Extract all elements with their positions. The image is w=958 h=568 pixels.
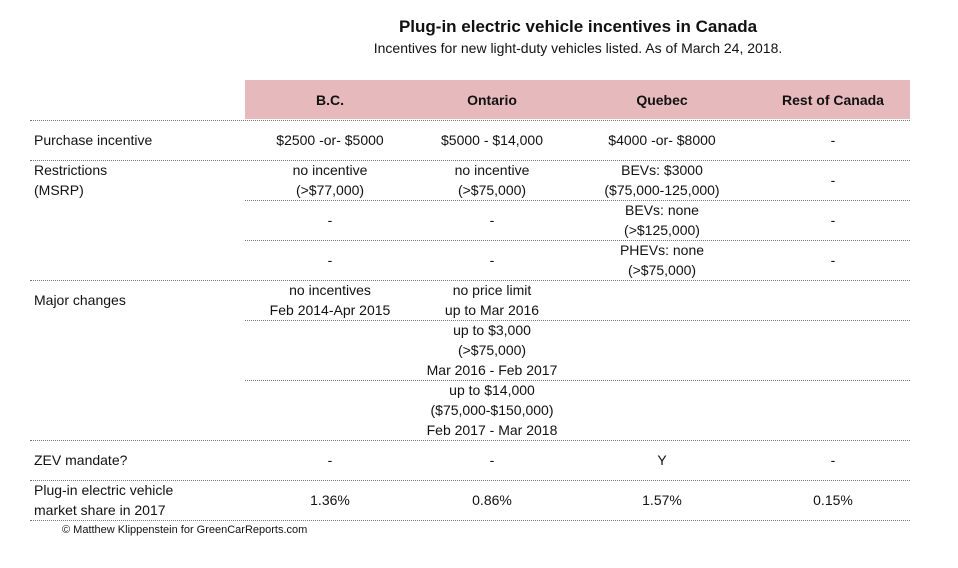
column-header: Rest of Canada [782,92,884,108]
cell-text: (>$75,000) [627,262,697,278]
row-label: Purchase incentive [34,132,153,148]
cell-text: (>$77,000) [295,182,365,198]
row-label: Major changes [34,292,126,308]
cell-text: no price limit [452,282,532,298]
cell-text: 0.86% [472,492,512,508]
cell-text: up to Mar 2016 [444,302,540,318]
cell-text: - [327,452,333,468]
row-rule [30,520,910,521]
header-rule [30,120,910,121]
subrow-rule [245,320,910,321]
column-header: Ontario [467,92,517,108]
cell-text: Mar 2016 - Feb 2017 [426,362,558,378]
header-band [245,80,910,119]
cell-text: Feb 2017 - Mar 2018 [426,422,558,438]
cell-text: no incentives [289,282,371,298]
cell-text: no incentive [292,162,368,178]
cell-text: (>$75,000) [457,342,527,358]
row-rule [30,440,910,441]
subtitle: Incentives for new light-duty vehicles l… [373,40,783,56]
column-header: Quebec [636,92,688,108]
cell-text: 1.57% [642,492,682,508]
cell-text: $2500 -or- $5000 [276,132,384,148]
cell-text: PHEVs: none [619,242,705,258]
cell-text: 1.36% [310,492,350,508]
row-rule [30,160,910,161]
cell-text: BEVs: $3000 [621,162,703,178]
subrow-rule [245,380,910,381]
cell-text: - [830,132,836,148]
cell-text: - [327,252,333,268]
cell-text: - [327,212,333,228]
cell-text: ($75,000-$150,000) [430,402,554,418]
cell-text: (>$75,000) [457,182,527,198]
row-label: Restrictions [34,162,108,178]
cell-text: $5000 - $14,000 [441,132,543,148]
cell-text: - [830,212,836,228]
cell-text: no incentive [454,162,530,178]
cell-text: - [830,252,836,268]
cell-text: - [830,172,836,188]
cell-text: ($75,000-125,000) [604,182,720,198]
row-label: ZEV mandate? [34,452,128,468]
cell-text: - [489,212,495,228]
cell-text: up to $3,000 [453,322,531,338]
row-label: (MSRP) [34,182,84,198]
cell-text: up to $14,000 [449,382,535,398]
subrow-rule [245,240,910,241]
cell-text: - [489,252,495,268]
credit: © Matthew Klippenstein for GreenCarRepor… [62,524,308,536]
cell-text: BEVs: none [625,202,699,218]
cell-text: - [489,452,495,468]
row-label: Plug-in electric vehicle [34,482,174,498]
cell-text: Feb 2014-Apr 2015 [269,302,391,318]
cell-text: - [830,452,836,468]
cell-text: $4000 -or- $8000 [608,132,716,148]
row-rule [30,280,910,281]
row-label: market share in 2017 [34,502,166,518]
row-rule [30,480,910,481]
cell-text: Y [657,452,667,468]
cell-text: (>$125,000) [624,222,700,238]
cell-text: 0.15% [813,492,853,508]
subrow-rule [245,200,910,201]
column-header: B.C. [316,92,344,108]
title: Plug-in electric vehicle incentives in C… [398,17,758,36]
